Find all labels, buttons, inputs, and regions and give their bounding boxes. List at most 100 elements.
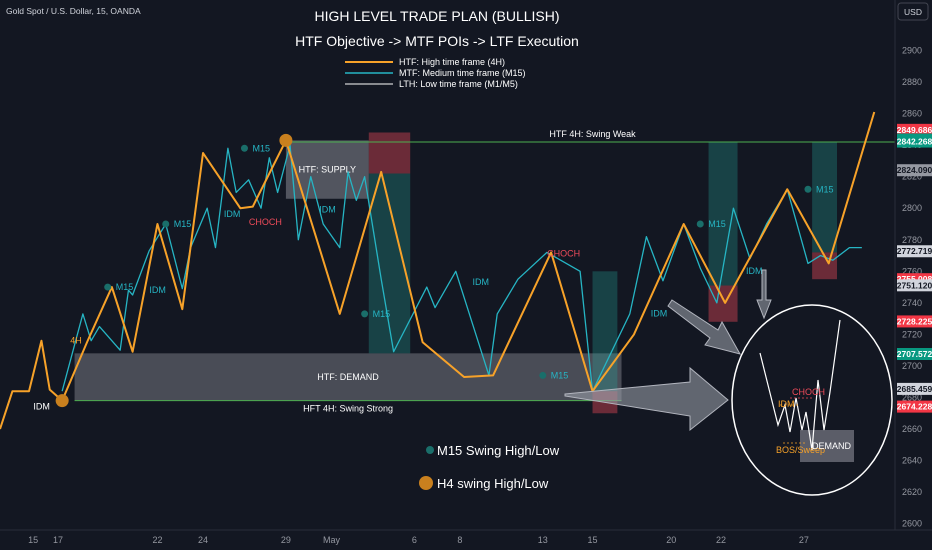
inset-demand-zone bbox=[800, 430, 854, 462]
price-badge-3 bbox=[897, 135, 932, 148]
mid-arrow bbox=[667, 299, 742, 355]
currency-button[interactable]: USD bbox=[897, 2, 929, 21]
swing-key: M15 Swing High/Low H4 swing High/Low bbox=[419, 443, 560, 491]
x-tick-7: 8 bbox=[457, 535, 462, 545]
m15-swing-dot-5 bbox=[696, 220, 704, 228]
legend: HTF: High time frame (4H) MTF: Medium ti… bbox=[345, 57, 526, 89]
annotation-9: IDM bbox=[224, 209, 241, 219]
annotation-11: IDM bbox=[473, 277, 490, 287]
price-badge-9 bbox=[897, 348, 932, 361]
annotation-8: IDM bbox=[33, 402, 50, 412]
inset-ellipse bbox=[731, 304, 893, 496]
y-tick-2860: 2860 bbox=[902, 109, 922, 119]
inset-ltf-path bbox=[759, 319, 841, 451]
currency-button-frame[interactable] bbox=[897, 2, 929, 21]
m15-swing-dot-4 bbox=[539, 371, 547, 379]
m15-swing-dot-6 bbox=[804, 185, 812, 193]
zone-1 bbox=[74, 353, 622, 401]
x-tick-5: May bbox=[323, 535, 341, 545]
small-arrow-down bbox=[756, 269, 772, 320]
inset-demand-label: DEMAND bbox=[812, 441, 852, 451]
position-box-4 bbox=[708, 285, 738, 322]
y-tick-2740: 2740 bbox=[902, 298, 922, 308]
inset-idm-label: IDM bbox=[778, 399, 795, 409]
y-tick-2760: 2760 bbox=[902, 266, 922, 276]
y-tick-2780: 2780 bbox=[902, 235, 922, 245]
y-tick-2600: 2600 bbox=[902, 519, 922, 529]
legend-label-htf: HTF: High time frame (4H) bbox=[399, 57, 505, 67]
h4-swing-dot-1 bbox=[279, 133, 293, 147]
position-box-3 bbox=[592, 271, 618, 392]
chart-subtitle: HTF Objective -> MTF POIs -> LTF Executi… bbox=[295, 33, 579, 49]
price-badge-8 bbox=[897, 315, 932, 328]
big-arrow-right bbox=[564, 366, 729, 432]
price-badge-label-4: 2824.090 bbox=[897, 165, 932, 175]
price-badge-label-0: 2849.686 bbox=[897, 125, 932, 135]
price-badge-0 bbox=[897, 123, 932, 136]
annotation-2: M15 bbox=[116, 282, 134, 292]
y-tick-2640: 2640 bbox=[902, 456, 922, 466]
zone-label-1: HTF: DEMAND bbox=[317, 372, 379, 382]
chart-title: HIGH LEVEL TRADE PLAN (BULLISH) bbox=[314, 8, 559, 24]
price-badge-label-11: 2674.228 bbox=[897, 402, 932, 412]
x-tick-4: 29 bbox=[281, 535, 291, 545]
key-m15-label: M15 Swing High/Low bbox=[437, 443, 560, 458]
price-badge-4 bbox=[897, 164, 932, 177]
x-tick-12: 27 bbox=[799, 535, 809, 545]
x-tick-9: 15 bbox=[588, 535, 598, 545]
y-tick-2720: 2720 bbox=[902, 329, 922, 339]
key-h4-dot bbox=[419, 476, 433, 490]
annotation-7: 4H bbox=[70, 336, 82, 346]
y-tick-2900: 2900 bbox=[902, 45, 922, 55]
x-tick-10: 20 bbox=[666, 535, 676, 545]
annotation-1: M15 bbox=[174, 219, 192, 229]
annotation-12: IDM bbox=[651, 309, 668, 319]
x-tick-0: 15 bbox=[28, 535, 38, 545]
x-tick-6: 6 bbox=[412, 535, 417, 545]
hline-label-1: HFT 4H: Swing Strong bbox=[303, 404, 393, 414]
annotation-6: M15 bbox=[816, 184, 834, 194]
price-badge-label-3: 2842.268 bbox=[897, 137, 932, 147]
price-badge-label-10: 2685.459 bbox=[897, 384, 932, 394]
m15-swing-dot-1 bbox=[162, 220, 170, 228]
x-tick-2: 22 bbox=[152, 535, 162, 545]
y-tick-2800: 2800 bbox=[902, 203, 922, 213]
price-badge-label-9: 2707.572 bbox=[897, 349, 932, 359]
h4-swing-dot-0 bbox=[55, 394, 69, 408]
price-badge-label-5: 2772.719 bbox=[897, 246, 932, 256]
position-box-0 bbox=[368, 132, 411, 174]
m15-swing-dot-2 bbox=[104, 283, 112, 291]
currency-label[interactable]: USD bbox=[904, 7, 922, 17]
zone-0 bbox=[285, 140, 369, 199]
y-tick-2700: 2700 bbox=[902, 361, 922, 371]
x-tick-11: 22 bbox=[716, 535, 726, 545]
hline-label-0: HTF 4H: Swing Weak bbox=[549, 129, 636, 139]
m15-swing-dot-3 bbox=[361, 310, 369, 318]
annotation-4: M15 bbox=[551, 370, 569, 380]
projection-arrows bbox=[564, 269, 772, 432]
y-tick-2660: 2660 bbox=[902, 424, 922, 434]
zone-label-0: HTF: SUPPLY bbox=[299, 165, 356, 175]
inset-bos-label: BOS/Sweep bbox=[776, 445, 825, 455]
price-badge-label-6: 2755.008 bbox=[897, 274, 932, 284]
series-line-1 bbox=[61, 144, 862, 392]
symbol-label: Gold Spot / U.S. Dollar, 15, OANDA bbox=[6, 6, 141, 16]
x-tick-1: 17 bbox=[53, 535, 63, 545]
key-m15-dot bbox=[426, 446, 434, 454]
x-tick-3: 24 bbox=[198, 535, 208, 545]
y-tick-2620: 2620 bbox=[902, 487, 922, 497]
annotation-14: IDM bbox=[149, 285, 166, 295]
ltf-execution-inset: CHOCH IDM BOS/Sweep DEMAND bbox=[731, 304, 893, 496]
x-tick-8: 13 bbox=[538, 535, 548, 545]
legend-label-ltf: LTH: Low time frame (M1/M5) bbox=[399, 79, 518, 89]
annotation-3: M15 bbox=[373, 309, 391, 319]
price-badge-7 bbox=[897, 279, 932, 292]
y-tick-2820: 2820 bbox=[902, 172, 922, 182]
price-badge-label-7: 2751.120 bbox=[897, 280, 932, 290]
price-badge-5 bbox=[897, 245, 932, 258]
inset-choch-label: CHOCH bbox=[792, 387, 825, 397]
legend-label-mtf: MTF: Medium time frame (M15) bbox=[399, 68, 526, 78]
y-tick-2680: 2680 bbox=[902, 393, 922, 403]
